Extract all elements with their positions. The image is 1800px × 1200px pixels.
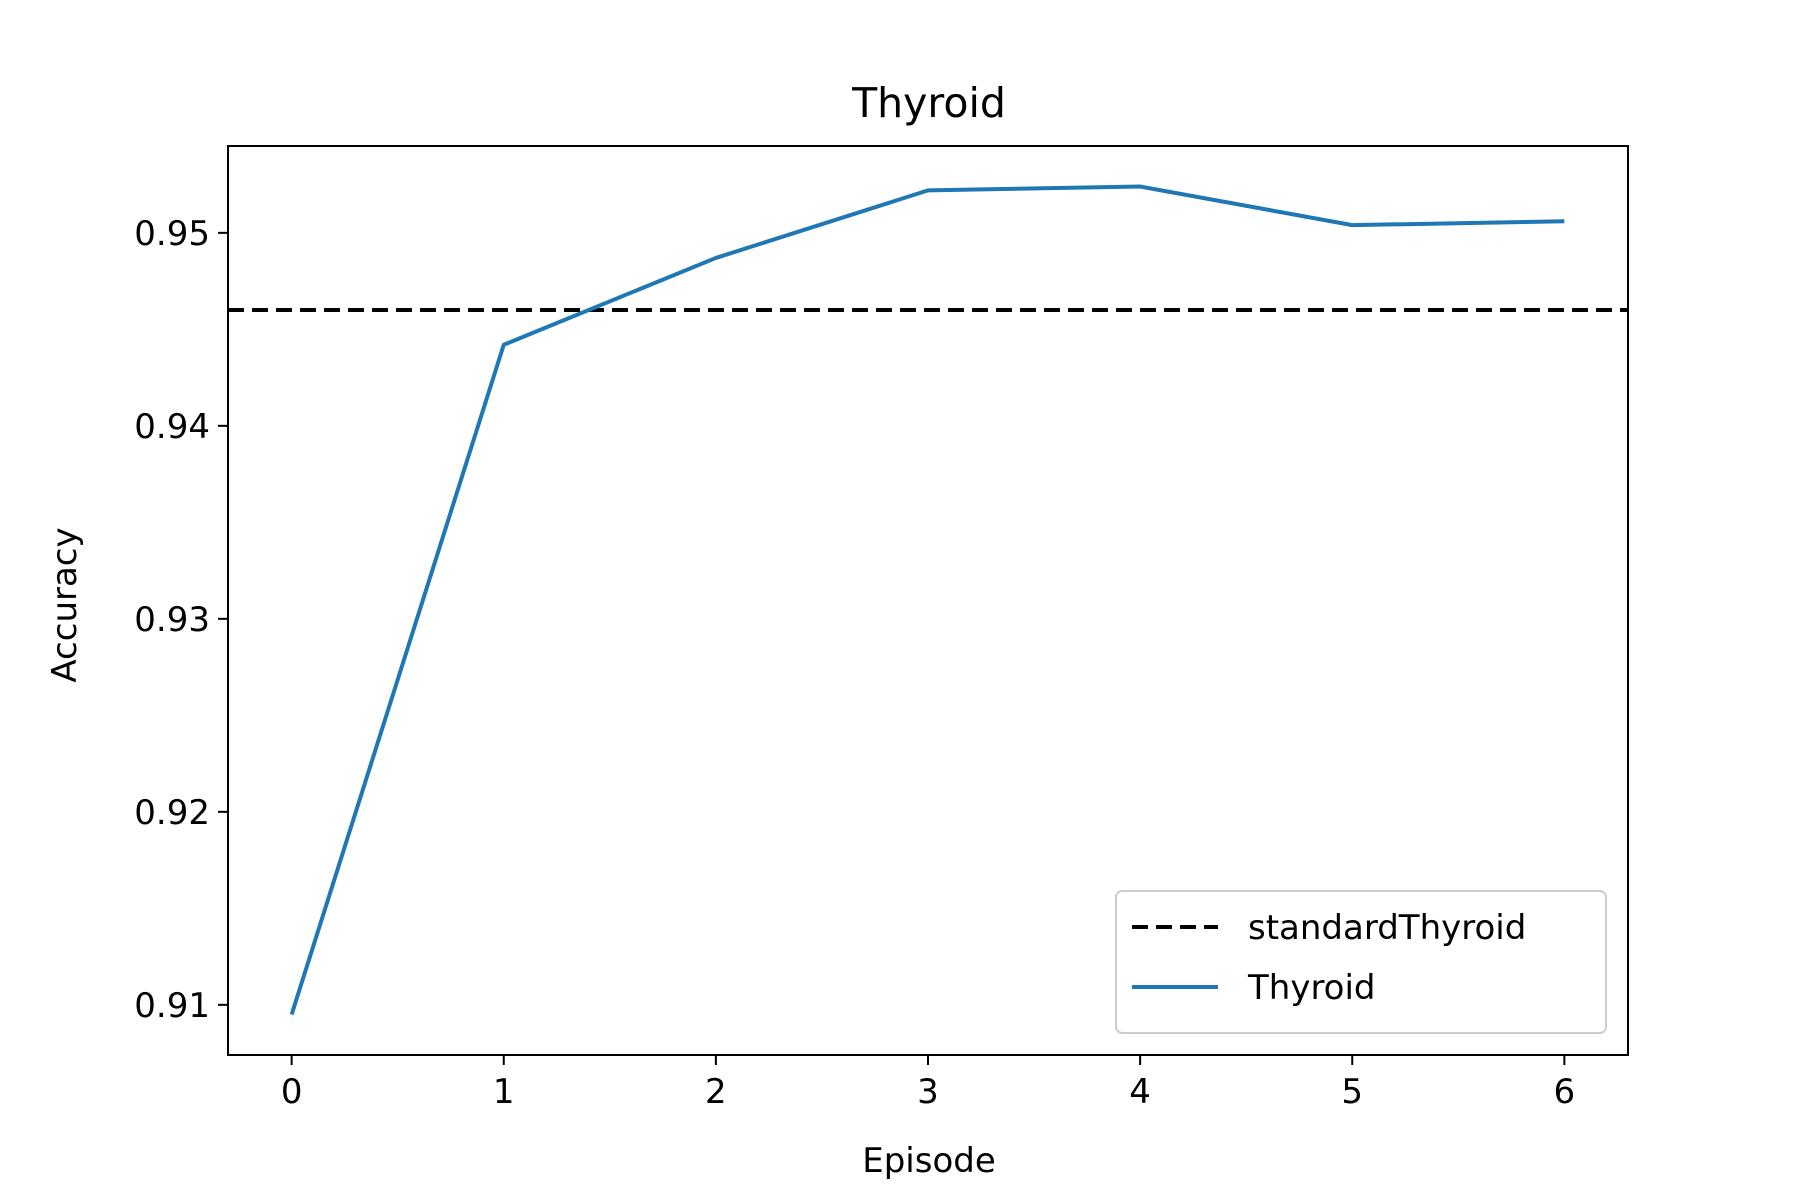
y-tick-label: 0.93 bbox=[134, 600, 210, 640]
y-tick-label: 0.92 bbox=[134, 793, 210, 833]
x-axis-title: Episode bbox=[862, 1141, 996, 1181]
legend-box bbox=[1115, 890, 1607, 1034]
x-tick-label: 3 bbox=[917, 1072, 939, 1112]
x-tick-label: 2 bbox=[705, 1072, 727, 1112]
x-axis: 0 1 2 3 4 5 6 bbox=[281, 1055, 1575, 1112]
x-tick-label: 4 bbox=[1129, 1072, 1151, 1112]
plot-frame bbox=[227, 145, 1629, 1056]
y-tick-label: 0.95 bbox=[134, 214, 210, 254]
legend: standardThyroid Thyroid bbox=[1115, 890, 1607, 1034]
x-tick-label: 1 bbox=[493, 1072, 515, 1112]
y-tick-label: 0.94 bbox=[134, 407, 210, 447]
y-tick-label: 0.91 bbox=[134, 986, 210, 1026]
series-line-Thyroid bbox=[289, 184, 1565, 1016]
plot-area bbox=[228, 184, 1628, 1016]
x-tick-label: 0 bbox=[281, 1072, 303, 1112]
y-axis: 0.91 0.92 0.93 0.94 0.95 bbox=[134, 214, 228, 1026]
y-axis-title: Accuracy bbox=[45, 527, 85, 682]
chart-title: Thyroid bbox=[851, 79, 1006, 127]
legend-label: standardThyroid bbox=[1248, 908, 1526, 948]
x-tick-label: 5 bbox=[1341, 1072, 1363, 1112]
legend-label: Thyroid bbox=[1247, 968, 1376, 1008]
x-tick-label: 6 bbox=[1554, 1072, 1576, 1112]
